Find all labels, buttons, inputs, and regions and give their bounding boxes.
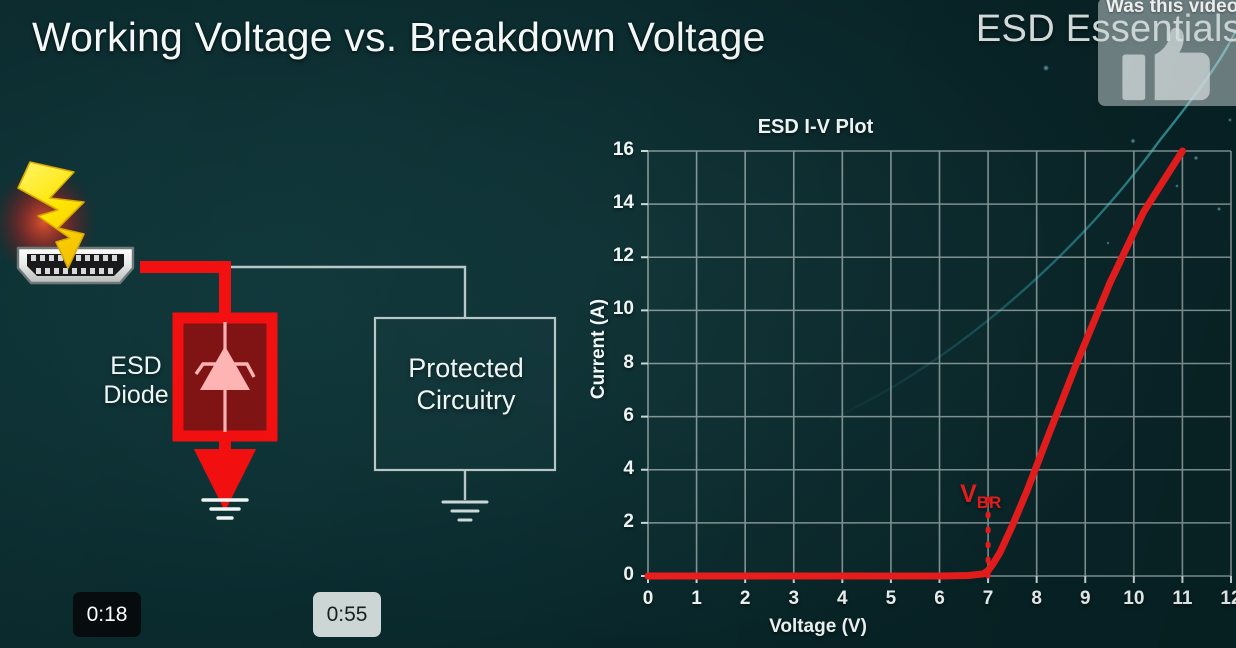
esd-diode-label: ESD Diode [88,352,184,410]
x-tick-1: 1 [691,588,702,609]
protected-circuitry-label-line1: Protected [408,353,524,383]
y-tick-14: 14 [612,192,634,214]
y-tick-4: 4 [623,457,634,479]
x-tick-8: 8 [1031,588,1042,609]
x-tick-3: 3 [788,588,800,609]
hdmi-connector [16,246,135,285]
x-tick-11: 11 [1172,588,1193,609]
x-tick-5: 5 [885,588,897,609]
protected-circuitry-box [373,316,557,472]
breakdown-voltage-label: VBR [960,480,1001,513]
x-tick-7: 7 [982,588,994,609]
esd-diode-label-line2: Diode [103,381,169,409]
x-tick-9: 9 [1079,588,1091,609]
y-tick-2: 2 [623,510,634,532]
protected-circuitry-label: Protected Circuitry [378,352,554,417]
lightning-bolt-icon [17,161,85,269]
x-tick-2: 2 [739,588,751,609]
protected-circuitry-label-line2: Circuitry [416,385,516,416]
chart-plot-area [641,147,1232,583]
y-tick-6: 6 [623,404,634,426]
timestamp-badge-current[interactable]: 0:18 [73,592,141,637]
esd-diode-label-line1: ESD [110,352,162,380]
trace-wire [143,265,467,500]
survey-question: Was this video [1106,0,1236,17]
vbr-main: V [960,480,977,509]
survey-overlay-panel[interactable]: Was this video [1098,0,1236,106]
x-tick-12: 12 [1220,588,1236,609]
vbr-sub: BR [976,493,1002,513]
thumbs-up-icon[interactable] [1120,26,1216,102]
tvs-zener-diode-icon [194,322,256,432]
x-axis-label: Voltage (V) [769,616,867,637]
x-tick-4: 4 [837,588,848,609]
x-tick-10: 10 [1123,588,1145,609]
y-tick-16: 16 [612,139,634,160]
y-tick-0: 0 [623,564,634,585]
ground-icon-protected [441,500,489,522]
ground-icon-esd [201,498,249,520]
page-title: Working Voltage vs. Breakdown Voltage [32,14,766,60]
signal-wire-red [140,261,231,318]
x-tick-6: 6 [934,588,945,609]
x-tick-0: 0 [642,588,654,609]
y-tick-8: 8 [623,351,634,373]
circuit-diagram [0,161,557,522]
timestamp-badge-total[interactable]: 0:55 [313,592,381,637]
y-tick-10: 10 [612,298,634,320]
y-tick-12: 12 [612,245,634,267]
